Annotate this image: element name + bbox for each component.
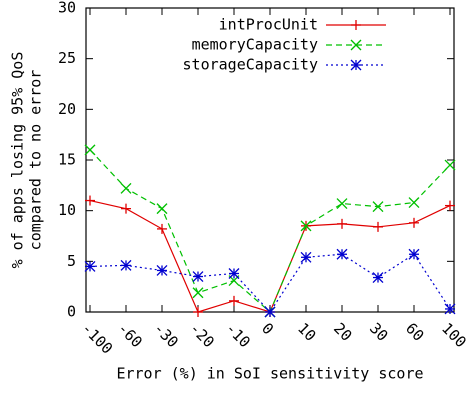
data-point (228, 268, 240, 279)
data-point (336, 248, 348, 260)
data-point (193, 307, 203, 317)
series-line (89, 253, 451, 313)
marker-stroke (408, 197, 420, 209)
data-point (408, 197, 420, 209)
data-point (192, 271, 204, 282)
x-tick-label: -10 (222, 319, 254, 351)
legend-marker (350, 39, 362, 51)
x-tick-label: 0 (258, 319, 277, 338)
marker-stroke (156, 264, 168, 276)
data-point (229, 295, 239, 306)
marker-stroke (228, 268, 240, 279)
legend-label: storageCapacity (183, 56, 318, 74)
x-tick-label: 30 (366, 319, 392, 345)
marker-stroke (120, 259, 132, 271)
marker-stroke (350, 59, 362, 71)
data-point (121, 203, 131, 214)
marker-stroke (444, 303, 456, 315)
x-tick-label: -20 (186, 319, 218, 351)
marker-stroke (84, 260, 96, 272)
data-point (264, 306, 276, 318)
data-point (192, 287, 204, 299)
data-point (372, 201, 384, 213)
marker-stroke (192, 287, 204, 299)
marker-stroke (156, 203, 168, 215)
x-axis-label: Error (%) in SoI sensitivity score (116, 365, 423, 383)
series-line (89, 199, 451, 313)
marker-stroke (408, 248, 420, 260)
plot-frame (85, 7, 455, 313)
data-point (337, 218, 347, 229)
data-point (85, 195, 95, 206)
x-tick-label: 10 (294, 319, 320, 345)
marker-stroke (350, 39, 362, 51)
data-point (336, 198, 348, 210)
x-tick-label: -30 (150, 319, 182, 351)
marker-stroke (372, 272, 384, 284)
y-tick-label: 25 (58, 49, 76, 67)
marker-stroke (84, 144, 96, 156)
marker-stroke (120, 182, 132, 194)
series-line (89, 149, 451, 313)
data-point (156, 264, 168, 276)
y-axis-label: compared to no error (27, 70, 45, 251)
data-point (444, 159, 456, 171)
marker-stroke (300, 220, 312, 232)
y-tick-label: 30 (58, 0, 76, 17)
marker-stroke (372, 201, 384, 213)
y-tick-label: 5 (67, 252, 76, 270)
legend-label: intProcUnit (219, 16, 318, 34)
x-tick-label: -100 (78, 319, 116, 357)
marker-stroke (336, 248, 348, 260)
data-point (444, 303, 456, 315)
y-tick-label: 10 (58, 201, 76, 219)
x-tick-label: -60 (114, 319, 146, 351)
data-point (372, 272, 384, 284)
marker-stroke (264, 306, 276, 318)
data-point (156, 203, 168, 215)
marker-stroke (336, 198, 348, 210)
legend-marker (351, 20, 361, 30)
x-tick-label: 60 (402, 319, 428, 345)
data-point (408, 248, 420, 260)
data-point (445, 200, 455, 211)
data-point (300, 220, 312, 232)
y-tick-label: 20 (58, 100, 76, 118)
legend-marker (350, 59, 362, 71)
legend-label: memoryCapacity (192, 36, 318, 54)
data-point (84, 144, 96, 156)
marker-stroke (192, 271, 204, 282)
data-point (300, 251, 312, 263)
data-point (120, 182, 132, 194)
data-point (120, 259, 132, 271)
data-point (373, 221, 383, 232)
data-point (409, 217, 419, 228)
y-axis-label: % of apps losing 95% QoS (9, 52, 27, 269)
x-tick-label: 20 (330, 319, 356, 345)
marker-stroke (300, 251, 312, 263)
marker-stroke (444, 159, 456, 171)
data-point (157, 223, 167, 234)
data-point (84, 260, 96, 272)
x-tick-label: 100 (438, 319, 470, 351)
y-tick-label: 15 (58, 151, 76, 169)
y-tick-label: 0 (67, 303, 76, 321)
